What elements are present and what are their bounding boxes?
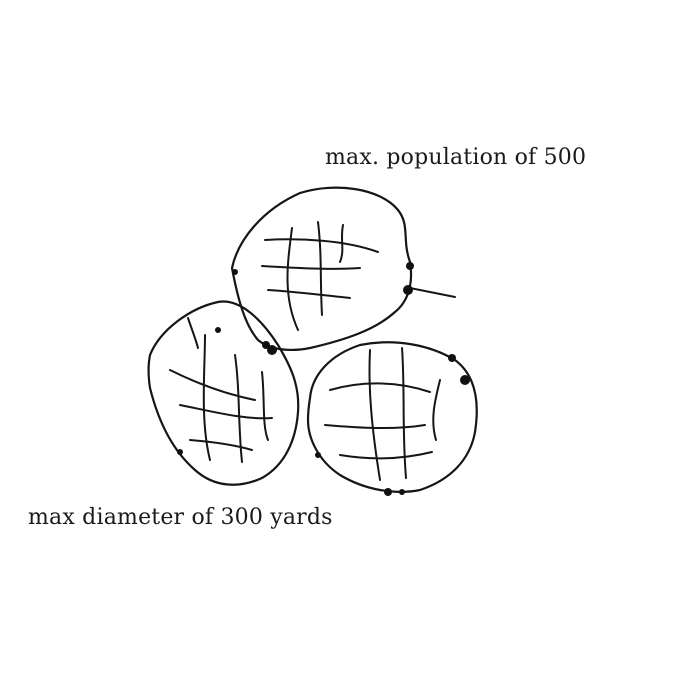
street — [267, 289, 351, 299]
node-dot — [460, 375, 470, 385]
node-dot — [406, 262, 414, 270]
street — [179, 404, 273, 420]
street — [339, 451, 433, 460]
street — [324, 424, 426, 430]
street — [169, 369, 256, 401]
node-dot — [448, 354, 456, 362]
street — [286, 227, 299, 331]
node-dot — [384, 488, 392, 496]
street — [432, 379, 441, 441]
left-neighborhood-boundary — [147, 300, 300, 486]
node-dot — [399, 489, 405, 495]
node-dot — [403, 285, 413, 295]
street — [339, 224, 344, 263]
top-neighborhood — [230, 186, 456, 351]
street — [264, 238, 379, 253]
node-dot — [267, 345, 277, 355]
street — [368, 349, 381, 481]
population-label: max. population of 500 — [325, 145, 587, 170]
street — [317, 221, 323, 316]
street — [187, 317, 199, 349]
street — [189, 439, 253, 451]
street — [401, 347, 407, 479]
node-dot — [215, 327, 221, 333]
left-neighborhood — [147, 300, 300, 486]
street — [409, 287, 456, 298]
street — [202, 334, 211, 461]
diameter-label: max diameter of 300 yards — [28, 505, 333, 530]
street — [261, 265, 361, 270]
node-dot — [315, 452, 321, 458]
street — [234, 354, 243, 463]
node-dot — [232, 269, 238, 275]
right-neighborhood — [306, 341, 478, 496]
street — [261, 371, 269, 441]
node-dot — [177, 449, 183, 455]
right-neighborhood-boundary — [306, 341, 478, 493]
street — [329, 382, 431, 393]
